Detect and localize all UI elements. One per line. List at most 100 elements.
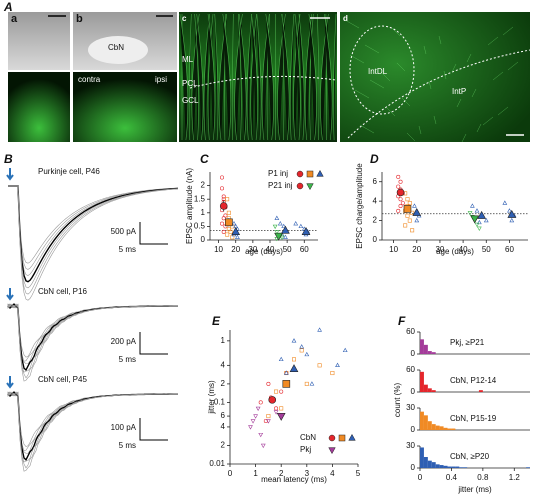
scale-bar	[139, 418, 168, 441]
fiber	[194, 13, 199, 141]
bar	[420, 447, 424, 468]
marker	[403, 205, 412, 213]
trace	[8, 185, 179, 270]
marker	[304, 381, 309, 386]
fiber	[428, 80, 432, 90]
marker	[410, 228, 415, 233]
marker	[279, 235, 285, 240]
scale-label: 200 pA	[111, 337, 137, 346]
marker	[476, 219, 482, 225]
y-tick-label: 0.5	[194, 222, 206, 231]
x-tick-label: 10	[214, 245, 223, 254]
bar	[451, 428, 456, 430]
y-tick-label: 0	[373, 235, 378, 244]
trace	[8, 185, 179, 289]
fiber	[456, 98, 462, 108]
x-tick-label: 2	[279, 469, 284, 478]
fiber	[232, 13, 234, 141]
marker	[396, 208, 401, 213]
trace	[8, 185, 179, 301]
marker	[335, 362, 340, 368]
bar	[427, 351, 432, 354]
y-axis-label: EPSC amplitude (nA)	[185, 168, 194, 244]
marker	[258, 400, 263, 405]
marker	[396, 174, 401, 179]
marker	[266, 419, 271, 424]
fiber	[308, 13, 317, 141]
bar	[423, 344, 428, 354]
marker	[266, 381, 271, 386]
marker	[225, 218, 233, 227]
x-tick-label: 40	[266, 245, 275, 254]
marker	[235, 234, 240, 239]
fiber	[471, 88, 477, 98]
boundary	[189, 75, 337, 89]
marker	[317, 363, 322, 368]
panel-title: CbN, P12-14	[450, 376, 497, 385]
marker	[296, 182, 304, 190]
marker	[220, 221, 225, 226]
marker	[221, 194, 226, 199]
scale-label: 500 pA	[111, 227, 137, 236]
trace	[8, 185, 179, 295]
bar	[423, 384, 428, 392]
panel-label: E	[212, 314, 221, 328]
fiber	[188, 13, 192, 141]
marker	[279, 389, 284, 394]
x-tick-label: 0.8	[477, 473, 489, 482]
stim-arrow	[6, 376, 14, 389]
fiber	[364, 44, 380, 54]
marker	[274, 232, 283, 241]
y-tick-label: 1.5	[194, 194, 206, 203]
marker	[253, 414, 258, 419]
marker	[474, 208, 480, 213]
y-axis-label: EPSC charge/amplitude	[355, 163, 364, 249]
fiber	[293, 13, 301, 141]
scale-bar	[139, 332, 168, 355]
fiber	[317, 13, 320, 141]
marker	[266, 414, 271, 419]
marker	[412, 203, 417, 208]
x-tick-label: 4	[330, 469, 335, 478]
fiber	[497, 106, 509, 116]
panel-label: d	[343, 14, 348, 23]
fiber	[406, 132, 416, 142]
legend-label: CbN	[300, 433, 316, 442]
marker	[277, 221, 283, 226]
marker	[228, 229, 233, 234]
marker	[400, 201, 405, 206]
trace	[7, 303, 179, 358]
y-tick-label: 2	[221, 379, 226, 388]
fiber	[487, 36, 499, 46]
x-tick-label: 1.2	[509, 473, 521, 482]
marker	[398, 179, 403, 184]
fiber	[179, 13, 189, 141]
marker	[293, 221, 299, 226]
fiber	[502, 26, 514, 36]
annotation: ipsi	[155, 75, 167, 84]
bar	[447, 466, 452, 468]
x-axis-label: age (days)	[436, 247, 474, 256]
fiber	[466, 53, 472, 63]
fiber	[482, 116, 494, 126]
marker	[250, 419, 256, 424]
marker	[467, 211, 473, 216]
marker	[396, 184, 401, 189]
fiber	[238, 13, 247, 141]
bar	[463, 467, 468, 468]
fiber	[396, 62, 406, 72]
fiber	[369, 79, 385, 89]
boundary	[347, 49, 531, 139]
marker	[221, 229, 226, 234]
fiber	[349, 54, 365, 64]
scale-label: 5 ms	[119, 245, 136, 254]
marker	[298, 223, 304, 229]
y-tick-label: 1	[201, 208, 206, 217]
x-tick-label: 5	[356, 469, 361, 478]
fiber	[196, 13, 204, 141]
legend-label: P21 inj	[268, 181, 293, 190]
fiber	[461, 133, 467, 143]
marker	[407, 201, 412, 206]
marker	[221, 216, 226, 221]
bar	[427, 388, 432, 392]
